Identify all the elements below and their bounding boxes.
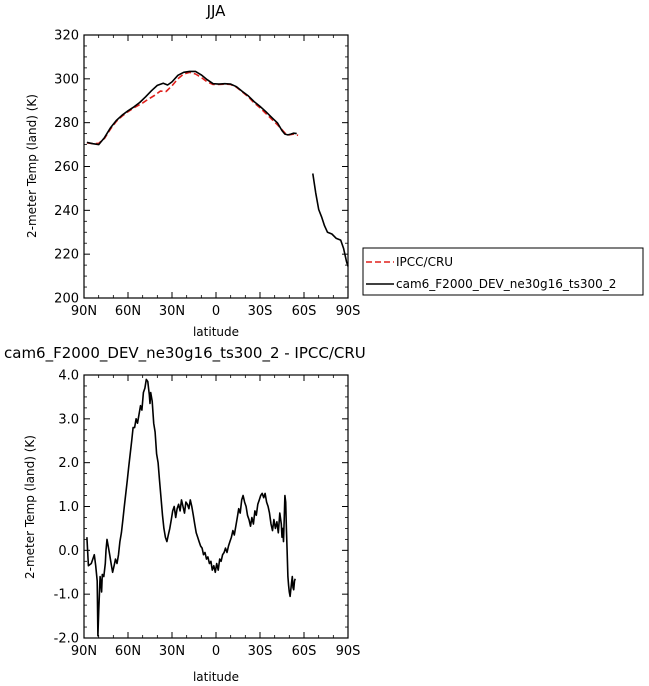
top-x-tick-label: 30S — [248, 304, 273, 319]
top-x-tick-label: 90S — [336, 304, 361, 319]
top-y-tick-label: 240 — [54, 204, 79, 219]
bottom-chart-title: cam6_F2000_DEV_ne30g16_ts300_2 - IPCC/CR… — [4, 344, 366, 363]
top-y-tick-label: 220 — [54, 248, 79, 263]
bottom-y-tick-label: -1.0 — [54, 588, 79, 603]
top-series-1-line-segment-0 — [86, 70, 297, 146]
legend-label-ipcc-cru: IPCC/CRU — [396, 255, 453, 269]
legend: IPCC/CRU cam6_F2000_DEV_ne30g16_ts300_2 — [362, 247, 644, 296]
top-x-tick-label: 0 — [212, 304, 220, 319]
legend-label-cam6: cam6_F2000_DEV_ne30g16_ts300_2 — [396, 277, 616, 291]
bottom-chart-ylabel: 2-meter Temp (land) (K) — [23, 435, 37, 579]
bottom-x-tick-label: 90S — [336, 644, 361, 659]
bottom-x-tick-label: 0 — [212, 644, 220, 659]
top-x-tick-label: 60N — [115, 304, 141, 319]
bottom-series-0-line-segment-0 — [86, 378, 296, 637]
bottom-x-tick-label: 30S — [248, 644, 273, 659]
bottom-x-tick-label: 60S — [292, 644, 317, 659]
top-chart-frame — [83, 34, 349, 299]
legend-box — [362, 247, 644, 296]
top-chart-xlabel: latitude — [193, 325, 239, 339]
bottom-x-tick-label: 30N — [159, 644, 185, 659]
bottom-chart-xlabel: latitude — [193, 670, 239, 684]
top-y-tick-label: 260 — [54, 160, 79, 175]
top-chart-ylabel: 2-meter Temp (land) (K) — [25, 94, 39, 238]
bottom-y-tick-label: 0.0 — [58, 544, 79, 559]
bottom-chart-plot-area: -2.0 -1.0 0.0 1.0 2.0 3.0 4.0 90N 60N 30N 0 30S 60S 9… — [54, 369, 361, 660]
bottom-y-tick-label: 3.0 — [58, 412, 79, 427]
top-y-tick-label: 200 — [54, 292, 79, 307]
top-x-tick-label: 30N — [159, 304, 185, 319]
top-x-tick-label: 90N — [71, 304, 97, 319]
top-y-tick-label: 300 — [54, 72, 79, 87]
bottom-x-tick-label: 90N — [71, 644, 97, 659]
top-series-0-line-segment-0 — [86, 71, 299, 145]
bottom-y-tick-label: 2.0 — [58, 456, 79, 471]
top-y-tick-label: 320 — [54, 29, 79, 44]
bottom-chart: cam6_F2000_DEV_ne30g16_ts300_2 - IPCC/CR… — [4, 344, 366, 684]
top-chart-title: JJA — [206, 2, 227, 20]
bottom-x-tick-label: 60N — [115, 644, 141, 659]
top-series-1-line-segment-1 — [312, 173, 349, 267]
bottom-y-tick-label: 4.0 — [58, 369, 79, 384]
bottom-y-tick-label: 1.0 — [58, 500, 79, 515]
top-chart: JJA 200 220 240 260 280 300 320 90N 60N 30N 0 30S 60… — [25, 2, 360, 339]
top-x-tick-label: 60S — [292, 304, 317, 319]
top-chart-plot-area: 200 220 240 260 280 300 320 90N 60N 30N 0 30S 60S 90S — [54, 29, 360, 320]
bottom-y-tick-label: -2.0 — [54, 632, 79, 647]
top-y-tick-label: 280 — [54, 116, 79, 131]
